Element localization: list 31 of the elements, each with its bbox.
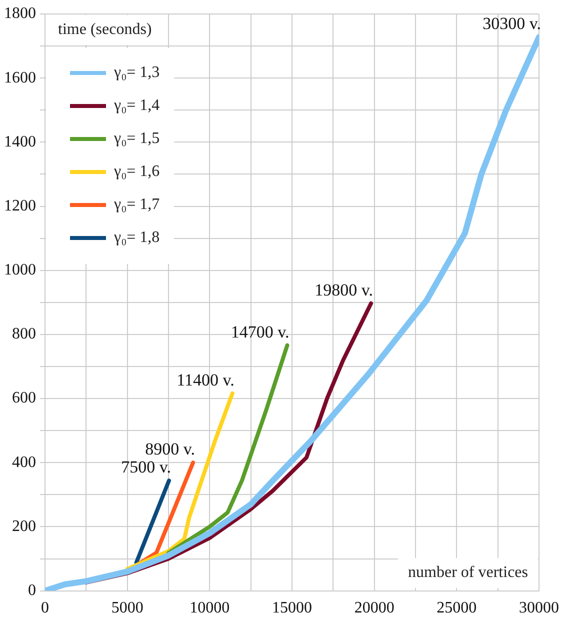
- legend-label: γ₀= 1,3: [114, 64, 160, 82]
- x-axis-title: number of vertices: [398, 558, 538, 588]
- annotation: 7500 v.: [121, 458, 171, 477]
- annotation: 14700 v.: [230, 322, 290, 342]
- y-tick-label: 1200: [4, 197, 36, 214]
- y-tick-label: 1800: [4, 5, 36, 22]
- annotation: 19800 v.: [314, 280, 374, 300]
- legend-label: γ₀= 1,5: [114, 130, 160, 148]
- x-tick-label: 10000: [190, 600, 230, 617]
- legend-label: γ₀= 1,6: [114, 162, 160, 180]
- annotation: 30300 v.: [482, 14, 541, 34]
- y-tick-label: 1400: [4, 133, 36, 150]
- y-tick-label: 0: [28, 582, 36, 600]
- annotation: 11400 v.: [176, 370, 234, 390]
- legend-label: γ₀= 1,7: [114, 196, 160, 214]
- x-tick-label: 0: [41, 600, 49, 617]
- annotation: 8900 v.: [145, 440, 196, 459]
- x-tick-label: 5000: [111, 600, 144, 617]
- y-tick-label: 600: [12, 390, 36, 407]
- y-tick-label: 1600: [4, 69, 36, 86]
- y-tick-label: 400: [12, 454, 36, 471]
- y-tick-label: 1000: [4, 262, 36, 279]
- y-tick-label: 800: [12, 326, 36, 343]
- legend-label: γ₀= 1,8: [114, 228, 160, 246]
- y-axis-title: time (seconds): [46, 15, 164, 45]
- x-tick-label: 30000: [519, 600, 559, 617]
- legend-label: γ₀= 1,4: [114, 96, 160, 114]
- y-tick-label: 200: [12, 518, 36, 535]
- x-tick-label: 20000: [354, 600, 394, 617]
- x-tick-label: 15000: [272, 600, 312, 617]
- x-tick-label: 25000: [436, 600, 477, 617]
